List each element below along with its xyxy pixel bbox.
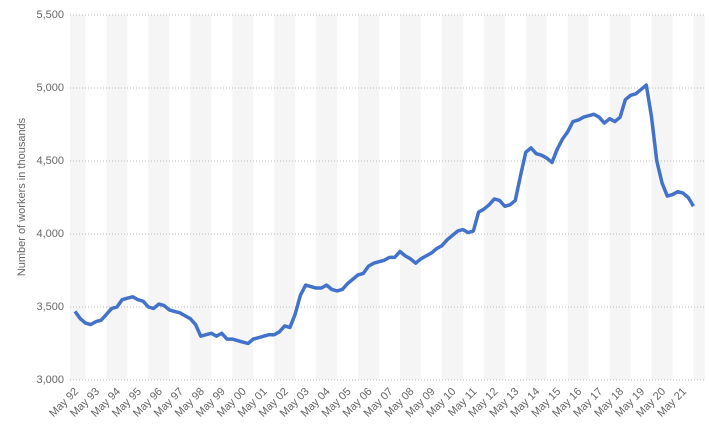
band (148, 15, 170, 380)
band (358, 15, 379, 380)
y-tick-label: 5,500 (36, 9, 64, 21)
band (567, 15, 589, 380)
band (609, 15, 631, 380)
band (232, 15, 254, 380)
y-axis-label: Number of workers in thousands (16, 117, 28, 276)
band (70, 15, 86, 380)
band (525, 15, 547, 380)
band (316, 15, 338, 380)
band (651, 15, 673, 380)
band (441, 15, 463, 380)
band (274, 15, 296, 380)
data-line (73, 83, 695, 346)
y-tick-label: 3,500 (36, 301, 64, 313)
y-tick-label: 4,500 (36, 155, 64, 167)
band (190, 15, 212, 380)
y-tick-label: 3,000 (36, 374, 64, 386)
band (106, 15, 128, 380)
y-tick-label: 5,000 (36, 82, 64, 94)
band (693, 15, 705, 380)
band (399, 15, 421, 380)
y-tick-label: 4,000 (36, 228, 64, 240)
